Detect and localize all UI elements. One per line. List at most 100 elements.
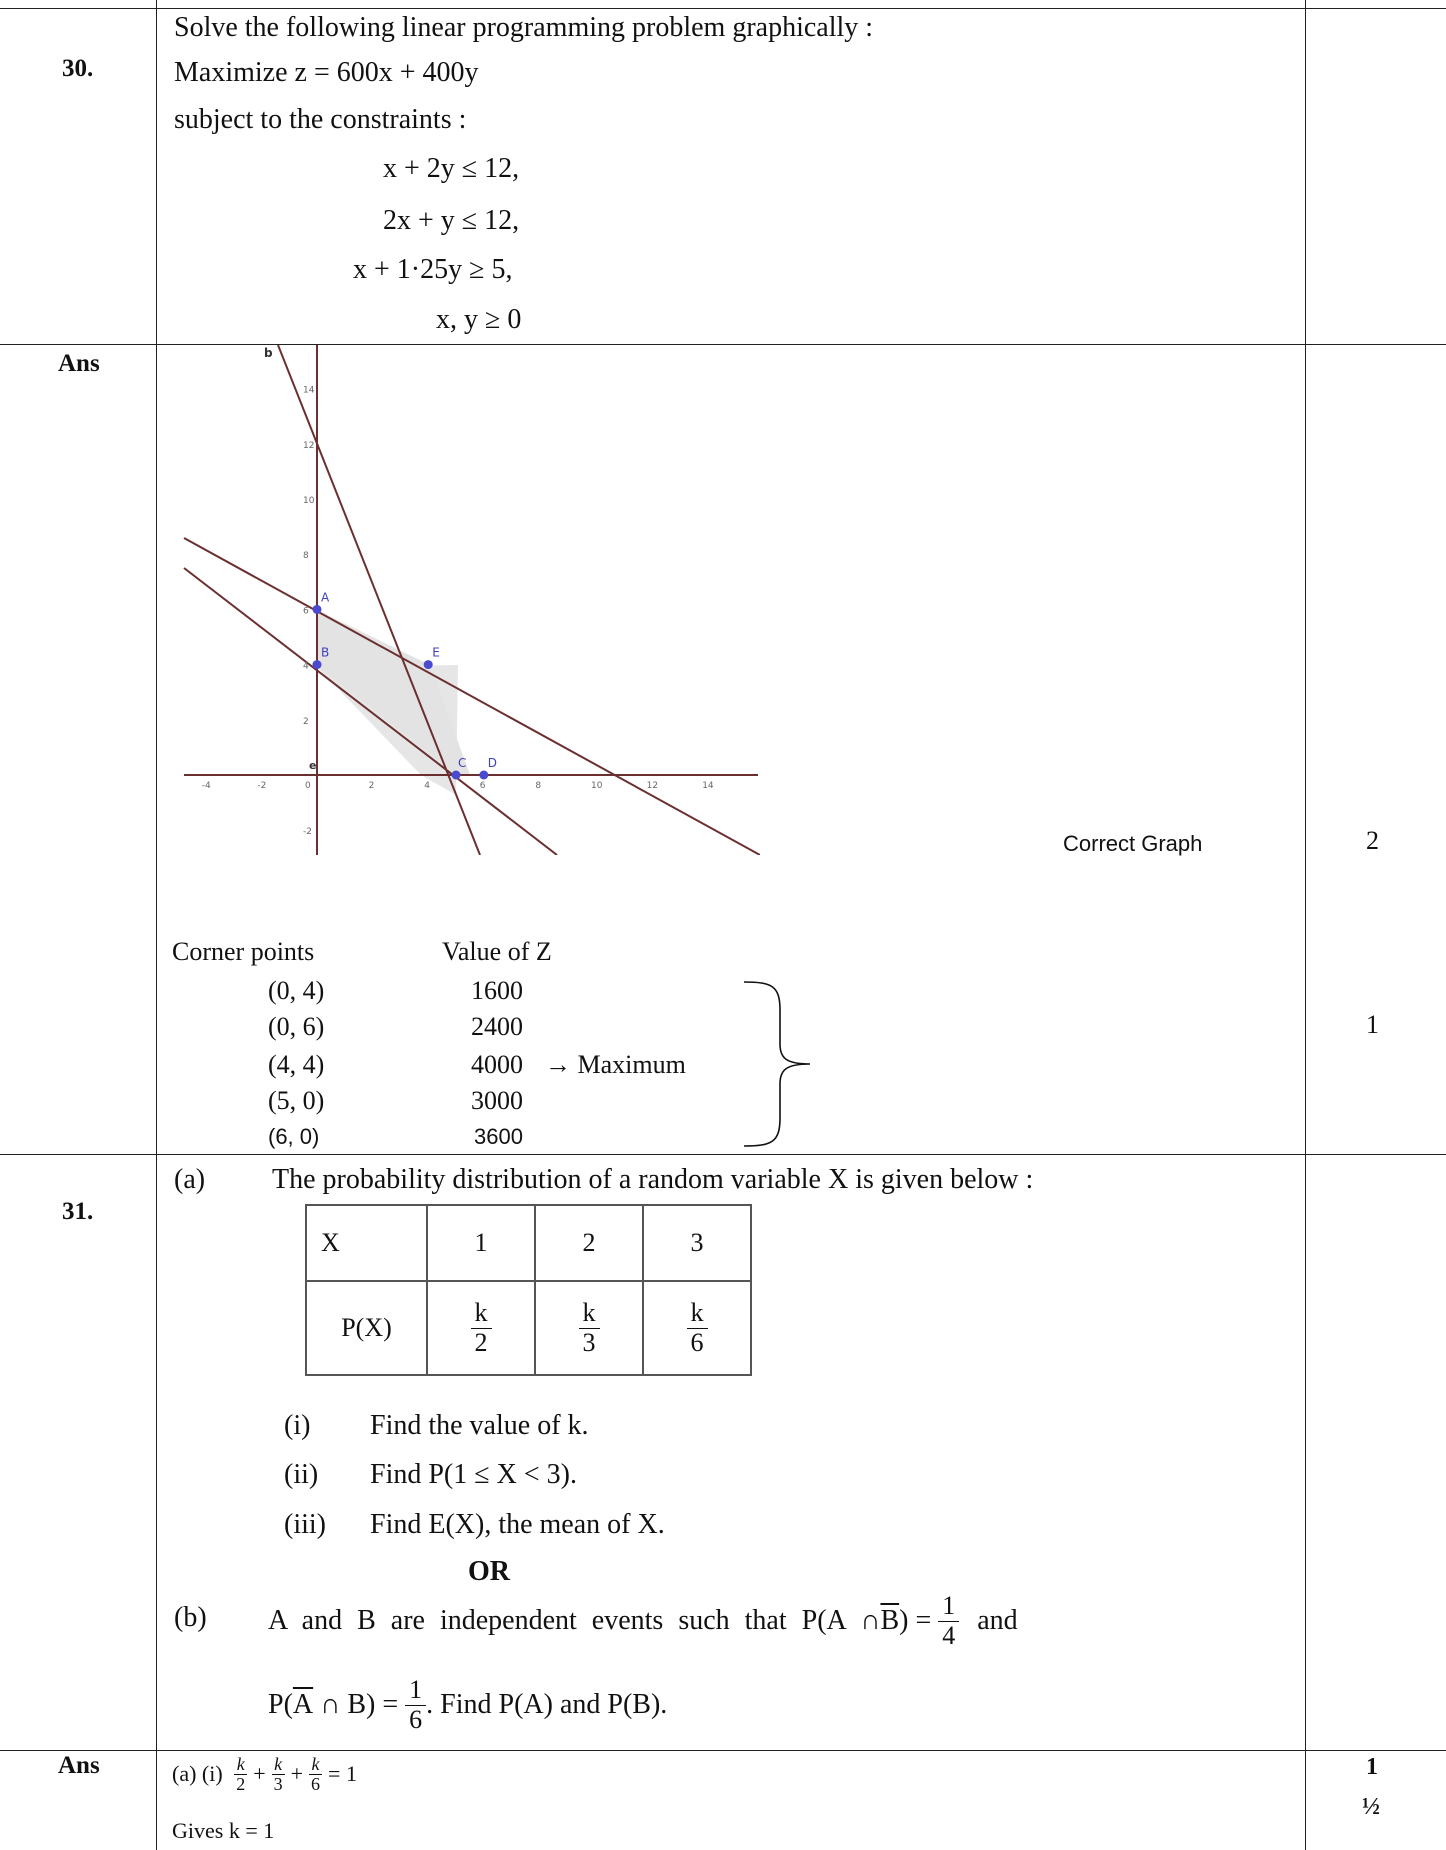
part-label: (a) — [174, 1164, 206, 1195]
part-b-text: ∩ B) = — [313, 1689, 406, 1721]
marks: 1 — [1366, 1754, 1378, 1780]
x-tick-label: 6 — [480, 781, 486, 791]
marks: 1 — [1366, 1010, 1379, 1039]
x-tick-label: -2 — [257, 781, 266, 791]
plus-sign: + — [290, 1761, 304, 1787]
sub-part-text: Find the value of k. — [370, 1410, 589, 1441]
z-value: 3600 — [474, 1124, 523, 1149]
sub-part-text: Find P(1 ≤ X < 3). — [370, 1459, 577, 1490]
y-tick-label: -2 — [303, 827, 312, 837]
question-number: 31. — [62, 1198, 94, 1225]
or-text: OR — [468, 1556, 510, 1587]
corner-point-label: B — [321, 646, 329, 660]
constraint: x + 2y ≤ 12, — [383, 153, 520, 184]
table-header-corner-points: Corner points — [172, 937, 315, 966]
row-divider — [0, 8, 1446, 9]
constraint: x, y ≥ 0 — [436, 304, 522, 335]
corner-point-label: A — [321, 590, 330, 604]
column-divider — [1305, 0, 1306, 1850]
maximum-note: → Maximum — [545, 1050, 686, 1079]
constraint: x + 1·25y ≥ 5, — [353, 254, 513, 285]
table-cell: 3 — [642, 1204, 752, 1282]
right-brace — [743, 981, 811, 1147]
x-tick-label: 12 — [647, 781, 658, 791]
answer-prefix: (a) (i) — [172, 1761, 229, 1787]
y-tick-label: 12 — [303, 441, 314, 451]
equals-one: = 1 — [328, 1761, 357, 1787]
y-tick-label: 2 — [303, 717, 309, 727]
corner-point: (0, 4) — [268, 976, 325, 1005]
line-label: e — [309, 759, 316, 772]
part-b-line-1: A and B are independent events such that… — [268, 1591, 1288, 1650]
z-value: 3000 — [471, 1086, 523, 1115]
corner-point-label: C — [458, 756, 466, 770]
part-b-text: A and B are independent events such that… — [268, 1605, 881, 1637]
z-value: 4000 — [471, 1050, 523, 1079]
corner-point-marker — [451, 770, 461, 780]
y-tick-label: 4 — [303, 662, 309, 672]
y-tick-label: 10 — [303, 496, 315, 506]
corner-point-marker — [423, 660, 433, 670]
part-b-text: ) = — [899, 1605, 939, 1637]
row-divider — [0, 1750, 1446, 1751]
sub-part-text: Find E(X), the mean of X. — [370, 1509, 665, 1540]
corner-point-label: D — [488, 756, 497, 770]
corner-point: (5, 0) — [268, 1086, 325, 1115]
table-cell: P(X) — [305, 1280, 428, 1376]
table-cell: 2 — [534, 1204, 644, 1282]
answer-label: Ans — [58, 350, 100, 377]
question-line: subject to the constraints : — [174, 104, 467, 135]
x-tick-label: 4 — [424, 781, 430, 791]
x-tick-label: -4 — [202, 781, 211, 791]
column-divider — [156, 0, 157, 1850]
question-line: Solve the following linear programming p… — [174, 12, 874, 43]
sub-part-label: (ii) — [284, 1459, 319, 1490]
constraint-line-2x-plus-y — [277, 345, 481, 855]
corner-point: (0, 6) — [268, 1012, 325, 1041]
corner-point-label: E — [432, 646, 440, 660]
corner-point-marker — [312, 660, 322, 670]
constraint-line-x-plus-1.25y — [183, 567, 558, 855]
part-a-text: The probability distribution of a random… — [272, 1164, 1034, 1195]
answer-line-2: Gives k = 1 — [172, 1818, 275, 1843]
constraint: 2x + y ≤ 12, — [383, 205, 520, 236]
question-line: Maximize z = 600x + 400y — [174, 57, 479, 88]
row-divider — [0, 1154, 1446, 1155]
marks: 2 — [1366, 826, 1379, 855]
graph-caption: Correct Graph — [1063, 831, 1203, 856]
y-tick-label: 6 — [303, 606, 309, 616]
part-b-text: and — [977, 1605, 1018, 1637]
marks: ½ — [1362, 1794, 1380, 1820]
table-cell: X — [305, 1204, 428, 1282]
corner-point: (4, 4) — [268, 1050, 325, 1079]
table-header-value-z: Value of Z — [442, 937, 552, 966]
x-tick-label: 10 — [591, 781, 603, 791]
constraint-line-x-plus-2y — [183, 537, 760, 855]
sub-part-label: (iii) — [284, 1509, 326, 1540]
part-b-text: P( — [268, 1689, 293, 1721]
lpp-graph: -4 -2 2 4 6 8 10 12 14 14 12 10 8 6 4 2 -2 0 A B E C D b e — [183, 345, 760, 855]
x-tick-label: 8 — [535, 781, 541, 791]
part-label: (b) — [174, 1602, 207, 1633]
line-label: b — [264, 346, 273, 360]
y-tick-label: 14 — [303, 386, 315, 396]
question-number: 30. — [62, 55, 94, 82]
z-value: 1600 — [471, 976, 523, 1005]
x-tick-label: 14 — [702, 781, 714, 791]
plus-sign: + — [253, 1761, 266, 1787]
answer-label: Ans — [58, 1752, 100, 1779]
row-divider — [0, 344, 1446, 345]
x-tick-label: 2 — [369, 781, 375, 791]
z-value: 2400 — [471, 1012, 523, 1041]
origin-label: 0 — [305, 781, 311, 791]
